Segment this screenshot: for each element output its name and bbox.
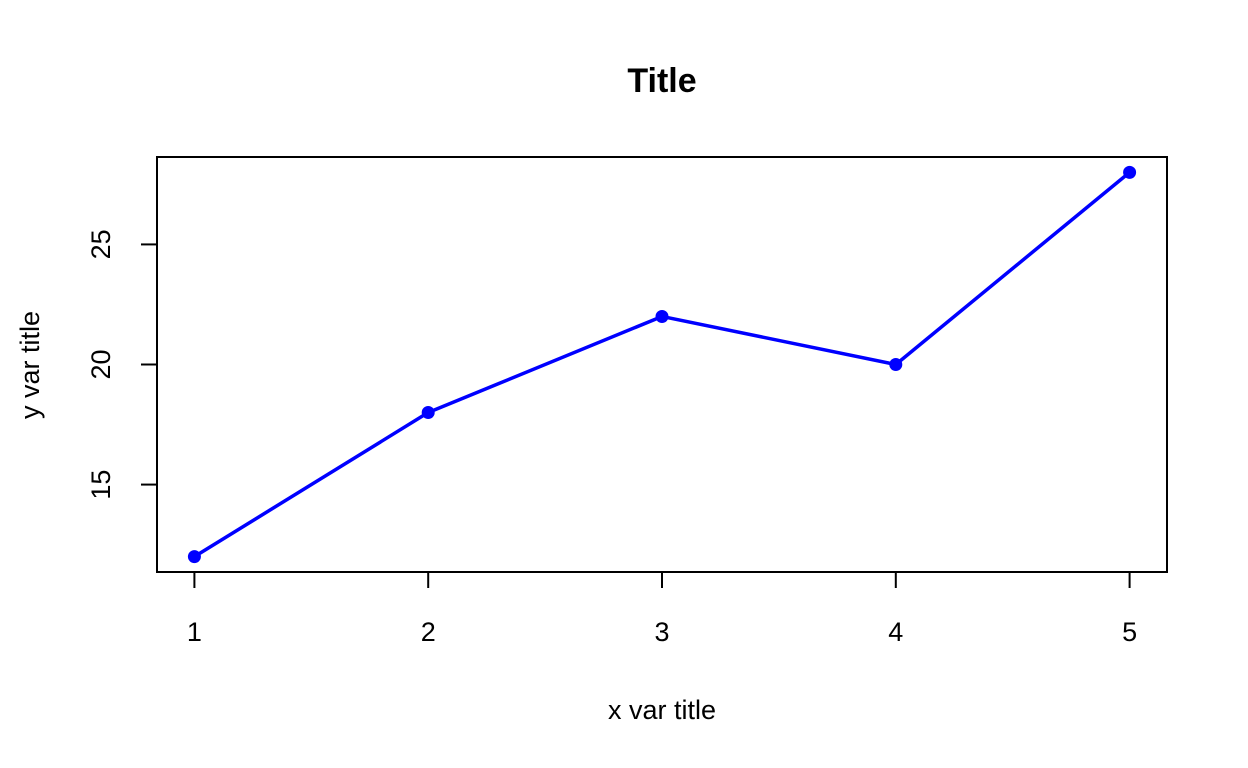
y-tick-label: 15 (86, 470, 116, 500)
x-tick-label: 2 (421, 617, 436, 647)
series-line (193, 171, 1131, 559)
data-point (421, 406, 435, 420)
x-tick-label: 5 (1122, 617, 1137, 647)
series-layer (187, 165, 1137, 564)
x-tick-label: 3 (654, 617, 669, 647)
y-axis: 15 20 25 (86, 229, 157, 500)
data-point (1123, 165, 1137, 179)
data-point (889, 358, 903, 371)
y-axis-label: y var title (15, 311, 45, 419)
y-tick-label: 25 (86, 229, 116, 259)
plot-frame (156, 156, 1168, 573)
chart-title: Title (627, 62, 696, 100)
data-point (187, 550, 201, 564)
data-point (655, 309, 669, 323)
x-tick-label: 4 (888, 617, 903, 647)
x-tick-label: 1 (187, 617, 202, 647)
x-axis-label: x var title (608, 695, 716, 725)
x-axis: 1 2 3 4 5 (187, 572, 1137, 647)
y-tick-label: 20 (86, 349, 116, 379)
